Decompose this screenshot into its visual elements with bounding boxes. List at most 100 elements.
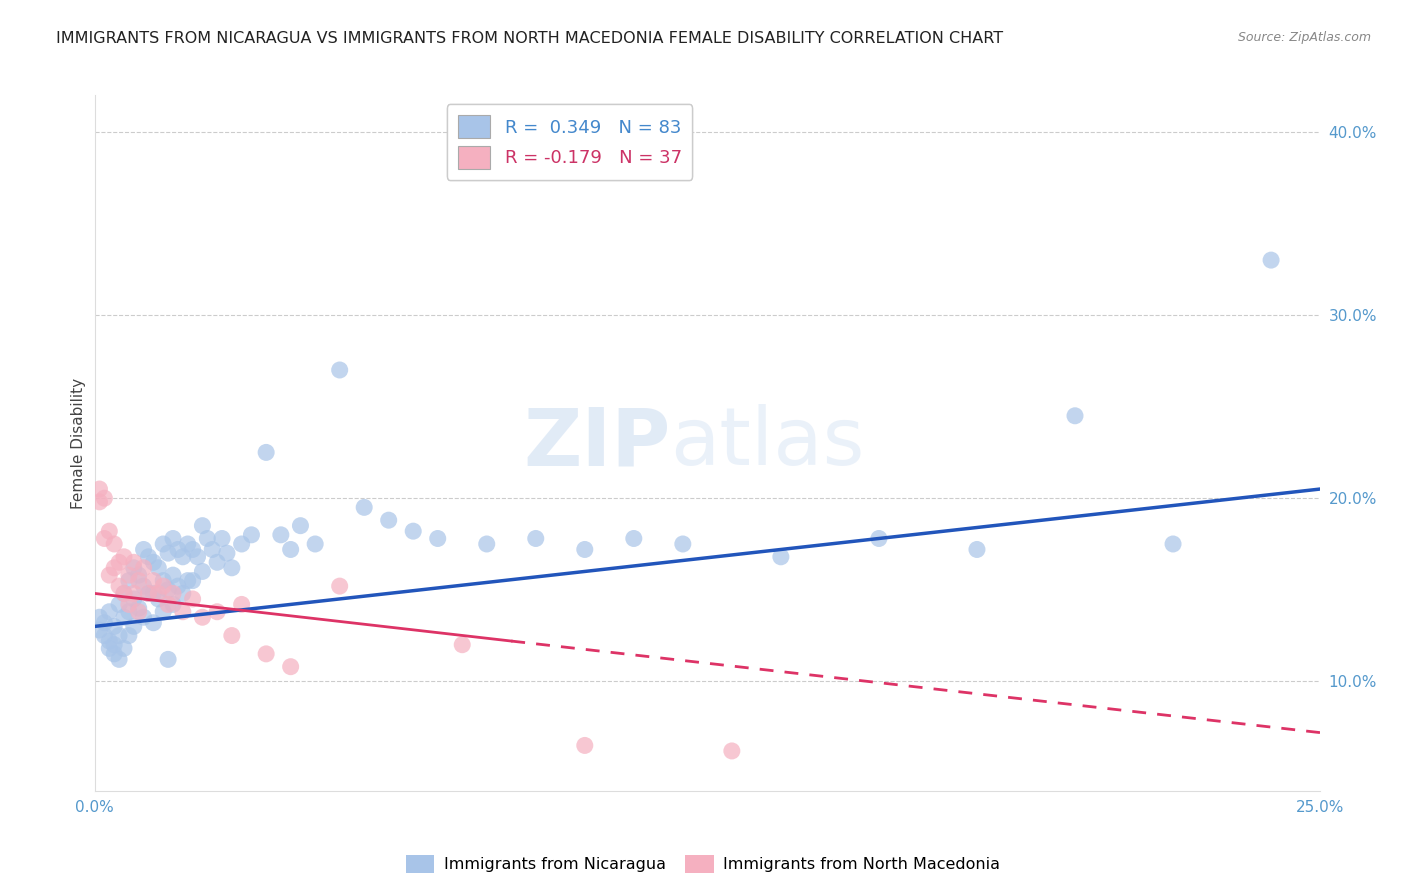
Point: [138, 586, 160, 600]
Point: [231, 598, 253, 612]
Point: [128, 568, 150, 582]
Point: [215, 546, 238, 560]
Text: IMMIGRANTS FROM NICARAGUA VS IMMIGRANTS FROM NORTH MACEDONIA FEMALE DISABILITY C: IMMIGRANTS FROM NICARAGUA VS IMMIGRANTS …: [56, 31, 1004, 46]
Point: [240, 528, 263, 542]
Point: [377, 513, 399, 527]
Point: [89, 482, 111, 496]
Point: [112, 641, 135, 656]
Point: [93, 615, 115, 630]
Point: [186, 549, 208, 564]
Point: [108, 598, 131, 612]
Point: [103, 619, 125, 633]
Point: [205, 605, 228, 619]
Point: [142, 574, 165, 588]
Text: Source: ZipAtlas.com: Source: ZipAtlas.com: [1237, 31, 1371, 45]
Point: [181, 542, 204, 557]
Point: [280, 542, 302, 557]
Point: [103, 537, 125, 551]
Point: [231, 537, 253, 551]
Point: [162, 598, 184, 612]
Point: [103, 647, 125, 661]
Point: [157, 582, 180, 597]
Point: [1260, 253, 1282, 268]
Point: [157, 652, 180, 666]
Point: [89, 610, 111, 624]
Point: [118, 598, 141, 612]
Point: [108, 579, 131, 593]
Point: [152, 605, 174, 619]
Point: [329, 363, 352, 377]
Point: [475, 537, 498, 551]
Point: [270, 528, 292, 542]
Point: [290, 518, 312, 533]
Point: [191, 610, 214, 624]
Text: ZIP: ZIP: [523, 404, 671, 483]
Point: [98, 568, 121, 582]
Point: [122, 561, 145, 575]
Y-axis label: Female Disability: Female Disability: [72, 377, 86, 508]
Point: [138, 586, 160, 600]
Point: [142, 555, 165, 569]
Point: [112, 549, 135, 564]
Point: [93, 532, 115, 546]
Point: [254, 647, 277, 661]
Point: [524, 532, 547, 546]
Point: [128, 601, 150, 615]
Point: [118, 629, 141, 643]
Point: [138, 549, 160, 564]
Point: [172, 586, 194, 600]
Point: [195, 532, 218, 546]
Point: [112, 586, 135, 600]
Point: [353, 500, 375, 515]
Legend: Immigrants from Nicaragua, Immigrants from North Macedonia: Immigrants from Nicaragua, Immigrants fr…: [399, 848, 1007, 880]
Point: [132, 561, 155, 575]
Point: [280, 659, 302, 673]
Point: [574, 542, 596, 557]
Point: [1161, 537, 1184, 551]
Point: [201, 542, 224, 557]
Point: [118, 574, 141, 588]
Point: [162, 586, 184, 600]
Point: [177, 537, 200, 551]
Point: [98, 605, 121, 619]
Point: [108, 629, 131, 643]
Point: [112, 610, 135, 624]
Point: [142, 586, 165, 600]
Point: [122, 619, 145, 633]
Point: [672, 537, 695, 551]
Point: [118, 605, 141, 619]
Point: [148, 586, 170, 600]
Point: [574, 739, 596, 753]
Point: [98, 641, 121, 656]
Point: [122, 591, 145, 606]
Point: [128, 605, 150, 619]
Point: [1064, 409, 1087, 423]
Point: [167, 542, 190, 557]
Point: [721, 744, 744, 758]
Point: [108, 652, 131, 666]
Point: [103, 561, 125, 575]
Point: [254, 445, 277, 459]
Point: [152, 579, 174, 593]
Point: [181, 574, 204, 588]
Point: [172, 605, 194, 619]
Text: atlas: atlas: [671, 404, 865, 483]
Point: [89, 495, 111, 509]
Point: [108, 555, 131, 569]
Point: [122, 586, 145, 600]
Point: [157, 598, 180, 612]
Point: [152, 537, 174, 551]
Point: [211, 532, 233, 546]
Point: [112, 586, 135, 600]
Point: [769, 549, 792, 564]
Point: [93, 629, 115, 643]
Point: [402, 524, 425, 538]
Point: [623, 532, 645, 546]
Point: [177, 574, 200, 588]
Point: [152, 574, 174, 588]
Point: [142, 615, 165, 630]
Point: [162, 532, 184, 546]
Point: [221, 629, 243, 643]
Point: [329, 579, 352, 593]
Point: [132, 610, 155, 624]
